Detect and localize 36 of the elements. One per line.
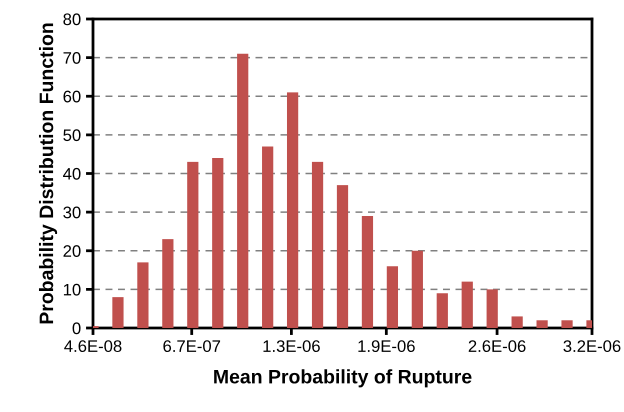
- bar: [536, 320, 548, 328]
- bar: [187, 162, 198, 328]
- y-tick-label: 80: [63, 13, 81, 26]
- x-tick-label: 1.9E-06: [358, 340, 415, 352]
- bar: [212, 158, 224, 328]
- bar: [336, 185, 348, 328]
- bar: [486, 289, 498, 328]
- bar: [462, 282, 473, 328]
- y-tick-label: 70: [64, 52, 81, 64]
- bar: [262, 146, 274, 328]
- bar: [561, 320, 573, 328]
- bar: [237, 54, 248, 328]
- x-tick-label: 4.6E-08: [64, 340, 122, 352]
- bar: [286, 92, 298, 328]
- x-tick-label: 1.3E-06: [263, 340, 320, 352]
- bar: [312, 162, 324, 328]
- y-tick-label: 60: [64, 90, 81, 102]
- y-tick-label: 50: [63, 129, 81, 142]
- y-tick-label: 10: [64, 284, 81, 296]
- y-tick-label: 40: [63, 168, 81, 180]
- bar: [412, 250, 423, 328]
- bar: [386, 266, 398, 328]
- x-tick-label: 3.2E-06: [563, 340, 620, 352]
- bar: [512, 316, 523, 328]
- bar: [112, 297, 124, 328]
- bar: [162, 239, 174, 328]
- x-tick-label: 6.7E-07: [163, 340, 220, 352]
- y-tick-label: 0: [72, 322, 81, 334]
- bar: [436, 293, 448, 328]
- y-tick-label: 20: [63, 245, 81, 257]
- bar: [362, 216, 374, 328]
- bar: [137, 262, 149, 328]
- y-axis-title: Probability Distribution Function: [38, 23, 58, 324]
- x-tick-label: 2.6E-06: [468, 340, 526, 352]
- y-tick-label: 30: [63, 206, 81, 218]
- x-axis-title: Mean Probability of Rupture: [214, 369, 472, 388]
